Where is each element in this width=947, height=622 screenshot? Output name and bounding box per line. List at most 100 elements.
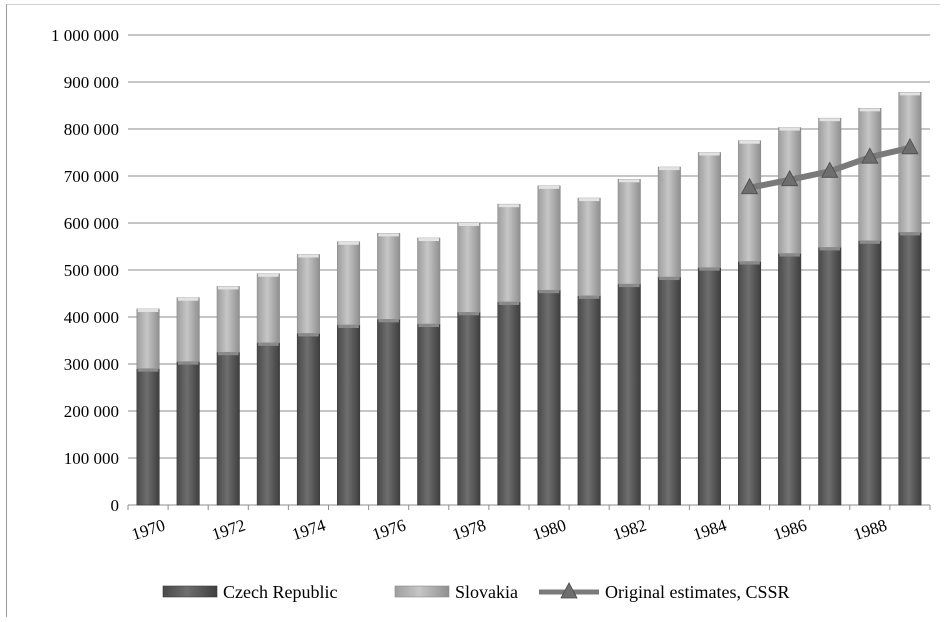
bar-slovakia <box>417 237 441 325</box>
bar-czech-republic <box>176 361 200 506</box>
y-tick-label: 700 000 <box>64 167 119 186</box>
bar-czech-republic <box>818 247 842 506</box>
estimate-line <box>740 137 919 195</box>
bar-slovakia-bevel <box>498 204 520 208</box>
bar-czech-republic <box>296 333 320 506</box>
bar-czech-republic <box>778 253 802 506</box>
marker-original-estimates <box>821 161 839 178</box>
bar-czech-republic <box>417 323 441 506</box>
bar-czech-republic-bevel <box>699 267 720 271</box>
y-tick-label: 600 000 <box>64 214 119 233</box>
bar-czech-republic-bevel <box>498 301 520 305</box>
y-tick-label: 0 <box>111 496 120 515</box>
marker-original-estimates <box>861 147 879 164</box>
stacked-bar-chart: 0 100 000 200 000 300 000 400 000 500 000 600 … <box>51 26 931 602</box>
bar-slovakia-bevel <box>458 223 480 226</box>
bar-slovakia <box>457 222 481 313</box>
bar-slovakia-bevel <box>338 241 359 245</box>
bar-slovakia <box>256 273 280 344</box>
bar-slovakia-bevel <box>779 127 800 131</box>
marker-original-estimates <box>780 169 799 187</box>
bar-slovakia-bevel <box>619 179 640 183</box>
bar-slovakia-bevel <box>177 297 199 301</box>
bar-czech-republic <box>216 351 240 506</box>
bar-czech-republic-bevel <box>378 319 399 323</box>
legend-swatch <box>394 585 450 598</box>
bar-slovakia-bevel <box>258 273 279 277</box>
bar-czech-republic-bevel <box>819 247 840 251</box>
gridlines <box>127 34 931 510</box>
bar-czech-republic-bevel <box>739 261 760 265</box>
y-tick-label: 200 000 <box>64 402 119 421</box>
bar-slovakia <box>216 286 240 353</box>
bar-czech-republic <box>697 267 721 506</box>
x-tick-label: 1970 <box>129 515 167 544</box>
y-axis-tick-labels: 0 100 000 200 000 300 000 400 000 500 000 600 … <box>51 26 119 515</box>
bar-czech-republic-bevel <box>578 295 600 299</box>
bar-czech-republic-bevel <box>298 333 319 337</box>
bar-czech-republic <box>898 232 922 506</box>
bar-czech-republic-bevel <box>418 324 439 328</box>
bar-czech-republic <box>858 240 882 506</box>
bar-slovakia-bevel <box>218 286 239 290</box>
bar-czech-republic-bevel <box>538 290 560 294</box>
bar-slovakia <box>377 233 401 320</box>
bar-slovakia <box>176 297 200 362</box>
bar-slovakia <box>657 166 681 278</box>
legend: Czech Republic Slovakia Original estimates… <box>162 582 790 602</box>
legend-swatch <box>162 585 218 598</box>
bar-czech-republic-bevel <box>218 352 239 356</box>
bar-slovakia <box>537 185 561 291</box>
bar-slovakia-bevel <box>859 108 881 112</box>
y-tick-label: 400 000 <box>64 308 119 327</box>
bar-czech-republic <box>497 301 521 506</box>
bar-czech-republic <box>617 283 641 506</box>
bar-czech-republic-bevel <box>258 342 279 346</box>
bar-slovakia-bevel <box>659 167 680 171</box>
bar-czech-republic-bevel <box>338 324 359 328</box>
bar-czech-republic-bevel <box>779 253 800 257</box>
bar-czech-republic <box>537 289 561 506</box>
y-tick-label: 100 000 <box>64 449 119 468</box>
bar-slovakia-bevel <box>298 254 319 258</box>
marker-original-estimates <box>901 137 919 155</box>
x-tick-label: 1982 <box>610 515 648 544</box>
marker-original-estimates <box>740 177 759 195</box>
bar-slovakia-bevel <box>137 309 159 313</box>
bar-czech-republic-bevel <box>137 368 159 372</box>
bar-czech-republic <box>577 295 601 506</box>
bar-slovakia-bevel <box>378 233 399 237</box>
bar-czech-republic <box>377 319 401 506</box>
x-axis-tick-labels: 1970 1972 1974 1976 1978 1980 1982 1984 1986 1988 <box>129 515 889 544</box>
x-tick-label: 1988 <box>851 515 889 544</box>
y-tick-label: 800 000 <box>64 120 119 139</box>
bar-slovakia <box>337 241 361 326</box>
bar-slovakia-bevel <box>739 140 760 144</box>
bar-slovakia-bevel <box>899 92 921 96</box>
bar-czech-republic <box>657 276 681 506</box>
bar-czech-republic-bevel <box>177 361 199 365</box>
bar-slovakia <box>136 308 160 370</box>
bar-slovakia <box>818 117 842 248</box>
bar-slovakia <box>858 108 882 242</box>
x-tick-label: 1978 <box>450 515 488 544</box>
bars <box>136 92 922 506</box>
bar-czech-republic-bevel <box>859 240 881 244</box>
bar-czech-republic <box>136 368 160 506</box>
bar-czech-republic-bevel <box>899 232 921 236</box>
bar-czech-republic-bevel <box>619 284 640 288</box>
bar-slovakia <box>898 92 922 233</box>
bar-czech-republic <box>457 311 481 506</box>
legend-label: Czech Republic <box>223 582 337 602</box>
bar-czech-republic-bevel <box>458 312 480 316</box>
x-tick-label: 1980 <box>530 515 568 544</box>
x-tick-label: 1986 <box>771 515 809 544</box>
x-tick-label: 1984 <box>691 515 730 544</box>
chart-frame: 0 100 000 200 000 300 000 400 000 500 000 600 … <box>6 4 940 617</box>
bar-czech-republic <box>337 324 361 506</box>
bar-slovakia-bevel <box>819 118 840 122</box>
bar-slovakia-bevel <box>578 198 600 202</box>
bar-slovakia <box>738 140 762 262</box>
bar-slovakia-bevel <box>538 185 560 189</box>
bar-slovakia <box>697 152 721 268</box>
